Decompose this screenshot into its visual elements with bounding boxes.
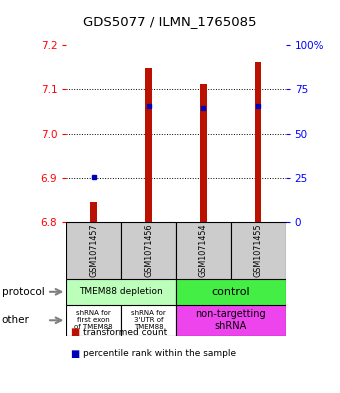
Text: GDS5077 / ILMN_1765085: GDS5077 / ILMN_1765085 bbox=[83, 15, 257, 28]
Bar bbox=[66, 279, 176, 305]
Text: shRNA for
first exon
of TMEM88: shRNA for first exon of TMEM88 bbox=[74, 310, 113, 330]
Bar bbox=[176, 222, 231, 279]
Text: GSM1071454: GSM1071454 bbox=[199, 224, 208, 277]
Text: transformed count: transformed count bbox=[83, 328, 168, 336]
Bar bbox=[176, 279, 286, 305]
Text: ■: ■ bbox=[70, 327, 79, 337]
Bar bbox=[255, 62, 261, 222]
Text: percentile rank within the sample: percentile rank within the sample bbox=[83, 349, 236, 358]
Bar bbox=[231, 222, 286, 279]
Bar bbox=[121, 305, 176, 336]
Text: protocol: protocol bbox=[2, 287, 45, 297]
Bar bbox=[145, 68, 152, 222]
Text: GSM1071456: GSM1071456 bbox=[144, 224, 153, 277]
Bar bbox=[200, 84, 207, 222]
Bar bbox=[66, 222, 121, 279]
Text: shRNA for
3'UTR of
TMEM88: shRNA for 3'UTR of TMEM88 bbox=[131, 310, 166, 330]
Bar bbox=[176, 305, 286, 336]
Text: other: other bbox=[2, 315, 30, 325]
Text: control: control bbox=[211, 287, 250, 297]
Bar bbox=[121, 222, 176, 279]
Text: non-targetting
shRNA: non-targetting shRNA bbox=[195, 310, 266, 331]
Bar bbox=[66, 305, 121, 336]
Text: GSM1071457: GSM1071457 bbox=[89, 224, 98, 277]
Bar bbox=[90, 202, 97, 222]
Text: TMEM88 depletion: TMEM88 depletion bbox=[79, 287, 163, 296]
Text: GSM1071455: GSM1071455 bbox=[254, 224, 263, 277]
Text: ■: ■ bbox=[70, 349, 79, 359]
